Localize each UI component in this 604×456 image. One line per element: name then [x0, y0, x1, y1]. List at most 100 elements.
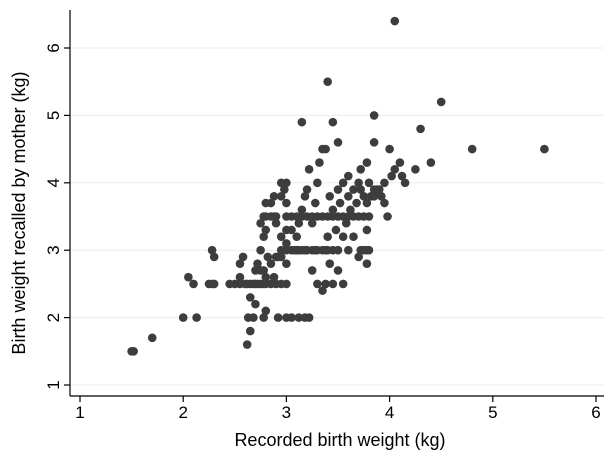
data-point — [390, 165, 399, 174]
x-tick-label-1: 1 — [75, 403, 84, 422]
data-point — [396, 158, 405, 167]
data-point — [332, 226, 341, 235]
data-point — [329, 280, 338, 289]
data-point — [540, 145, 549, 154]
data-point — [315, 158, 324, 167]
data-point — [261, 307, 270, 316]
data-point — [298, 205, 307, 214]
data-point — [277, 232, 286, 241]
data-point — [468, 145, 477, 154]
data-point — [325, 192, 334, 201]
data-point — [334, 266, 343, 275]
data-point — [370, 138, 379, 147]
data-point — [148, 334, 157, 343]
data-point — [287, 226, 296, 235]
data-point — [294, 219, 303, 228]
data-point — [380, 179, 389, 188]
data-point — [282, 179, 291, 188]
data-point — [270, 273, 279, 282]
data-point — [313, 280, 322, 289]
data-point — [325, 259, 334, 268]
data-point — [272, 219, 281, 228]
data-point — [344, 246, 353, 255]
x-tick-label-6: 6 — [591, 403, 600, 422]
data-point — [365, 212, 374, 221]
data-point — [339, 280, 348, 289]
data-point — [179, 313, 188, 322]
data-point — [323, 232, 332, 241]
data-point — [239, 253, 248, 262]
data-point — [385, 145, 394, 154]
data-point — [274, 313, 283, 322]
data-point — [365, 179, 374, 188]
y-axis-title: Birth weight recalled by mother (kg) — [9, 71, 29, 354]
data-point — [437, 98, 446, 107]
data-point — [303, 185, 312, 194]
data-point — [189, 280, 198, 289]
x-axis-title: Recorded birth weight (kg) — [234, 430, 445, 450]
data-point — [261, 226, 270, 235]
data-point — [298, 118, 307, 127]
data-point — [192, 313, 201, 322]
data-point — [129, 347, 138, 356]
data-point — [329, 118, 338, 127]
x-tick-label-3: 3 — [282, 403, 291, 422]
data-point — [321, 145, 330, 154]
data-point — [334, 246, 343, 255]
data-point — [311, 199, 320, 208]
data-point — [292, 232, 301, 241]
data-point — [249, 313, 258, 322]
data-point — [416, 125, 425, 134]
data-point — [282, 280, 291, 289]
data-point — [334, 185, 343, 194]
data-point — [329, 205, 338, 214]
x-tick-label-2: 2 — [178, 403, 187, 422]
y-tick-label-3: 3 — [44, 245, 63, 254]
data-point — [210, 253, 219, 262]
data-point — [342, 219, 351, 228]
data-point — [336, 199, 345, 208]
data-point — [344, 172, 353, 181]
data-point — [261, 273, 270, 282]
data-point — [370, 111, 379, 120]
data-point — [390, 17, 399, 26]
data-point — [305, 165, 314, 174]
data-point — [308, 266, 317, 275]
data-point — [256, 246, 265, 255]
data-point — [352, 199, 361, 208]
data-point — [427, 158, 436, 167]
data-point — [349, 232, 358, 241]
data-point — [246, 293, 255, 302]
data-point — [383, 212, 392, 221]
data-point — [411, 165, 420, 174]
y-tick-label-5: 5 — [44, 111, 63, 120]
data-point — [210, 280, 219, 289]
x-tick-label-5: 5 — [488, 403, 497, 422]
y-tick-label-2: 2 — [44, 313, 63, 322]
data-point — [184, 273, 193, 282]
y-tick-label-4: 4 — [44, 178, 63, 187]
data-point — [282, 199, 291, 208]
data-point — [251, 300, 260, 309]
data-point — [308, 219, 317, 228]
data-point — [282, 259, 291, 268]
data-point — [363, 158, 372, 167]
data-point — [365, 246, 374, 255]
data-point — [313, 179, 322, 188]
data-point — [363, 226, 372, 235]
data-point — [346, 205, 355, 214]
y-tick-label-1: 1 — [44, 380, 63, 389]
data-point — [246, 327, 255, 336]
data-point — [363, 259, 372, 268]
data-point — [401, 179, 410, 188]
data-point — [305, 313, 314, 322]
data-point — [323, 77, 332, 86]
data-point — [339, 232, 348, 241]
data-point — [356, 165, 365, 174]
data-point — [344, 192, 353, 201]
x-tick-label-4: 4 — [385, 403, 394, 422]
data-point — [334, 138, 343, 147]
data-point — [243, 340, 252, 349]
